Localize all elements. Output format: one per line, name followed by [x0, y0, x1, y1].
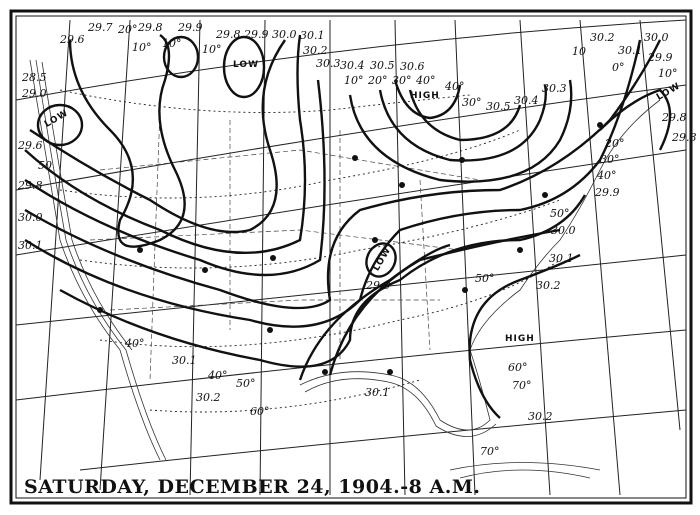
inner-border: [15, 15, 687, 499]
isotherm-label: 20°: [605, 137, 625, 150]
low-pressure-label: LOW: [233, 60, 259, 70]
isotherm-label: 60°: [508, 361, 528, 374]
isobar-label: 29.9: [178, 21, 203, 34]
isobar-low-northwest: [36, 103, 84, 147]
isobar-label: 30.1: [172, 354, 197, 367]
isotherm-label: 40°: [597, 169, 617, 182]
coastlines: [29, 59, 661, 479]
isobar-label: 29.9: [366, 279, 391, 292]
isobar-label: 29.7: [88, 21, 113, 34]
isobar-label: 30.2: [196, 391, 221, 404]
isobar-label: 30.1: [618, 44, 643, 57]
isobar-label: 30.1: [18, 239, 43, 252]
isobar-label: 30.2: [303, 44, 328, 57]
isobar-label: 30.1: [365, 386, 390, 399]
isobar-label: 29.6: [18, 139, 43, 152]
isotherm-label: 40°: [125, 337, 145, 350]
graticule: [15, 19, 687, 496]
isobar-label: 28.5: [22, 71, 47, 84]
isobar-label: 29.9: [595, 186, 620, 199]
isotherm-label: 50°: [550, 207, 570, 220]
isobar-label: 30.0: [18, 211, 43, 224]
isobar-label: 29.8: [216, 28, 241, 41]
isobar-closed-29-9: [162, 35, 200, 79]
isotherm-label: 10°: [344, 74, 364, 87]
isobar-label: 30.5: [370, 59, 395, 72]
isotherm-label: 10°: [658, 67, 678, 80]
isobar-label: 29.8: [662, 111, 687, 124]
isotherm-label: 60°: [250, 405, 270, 418]
isobar-label: 30.4: [514, 94, 539, 107]
isobar-label: 30.0: [272, 28, 297, 41]
isobar-label: 29.6: [60, 33, 85, 46]
isobar-label: 29.8: [18, 179, 43, 192]
isobar-label: 30.3: [316, 57, 341, 70]
isotherm-label: 50°: [236, 377, 256, 390]
isobar-label: 29.9: [244, 28, 269, 41]
isobar-label: 30.2: [536, 279, 561, 292]
isobar-label: 29.8: [672, 131, 697, 144]
high-pressure-label: HIGH: [410, 91, 440, 101]
isotherm-label: 20°: [118, 23, 138, 36]
isotherm-label: 50°: [475, 272, 495, 285]
isotherm-label: 10°: [132, 41, 152, 54]
isobar-label: 30.1: [300, 29, 325, 42]
isobar-label: 30.4: [340, 59, 365, 72]
isotherm-label: 0°: [612, 61, 625, 74]
isotherm-label: 20°: [368, 74, 388, 87]
high-pressure-label: HIGH: [505, 334, 535, 344]
isotherm-label: 40°: [208, 369, 228, 382]
map-title: SATURDAY, DECEMBER 24, 1904.-8 A.M.: [24, 476, 481, 498]
isobar-label: 30.5: [486, 100, 511, 113]
isobar-label: 30.1: [549, 252, 574, 265]
isotherm-label: 30°: [392, 74, 412, 87]
isotherm-label: 30°: [462, 96, 482, 109]
isotherm-label: 40°: [416, 74, 436, 87]
isotherm-label: 70°: [512, 379, 532, 392]
isotherm-label: 10: [572, 45, 586, 58]
isobar-label: 30.3: [542, 82, 567, 95]
isobar-label: 29.9: [648, 51, 673, 64]
isobar-label: 29.0: [22, 87, 47, 100]
isobar-label: 30.0: [551, 224, 576, 237]
isotherms: [59, 89, 561, 413]
isobars: [24, 34, 672, 419]
station-markers: [97, 122, 603, 375]
isotherm-label: 40°: [445, 80, 465, 93]
isobar-label: 30.2: [590, 31, 615, 44]
isotherm-label: 50: [38, 159, 52, 172]
isobar-label: 29.8: [138, 21, 163, 34]
isotherm-label: 30°: [600, 153, 620, 166]
outer-border: [9, 9, 693, 505]
isobar-label: 30.0: [644, 31, 669, 44]
isobar-low-north: [222, 35, 266, 99]
isobar-label: 30.6: [400, 60, 425, 73]
isotherm-label: 10°: [202, 43, 222, 56]
isotherm-label: 70°: [480, 445, 500, 458]
state-boundaries: [89, 109, 481, 381]
isobar-label: 30.2: [528, 410, 553, 423]
isotherm-label: 10°: [162, 37, 182, 50]
